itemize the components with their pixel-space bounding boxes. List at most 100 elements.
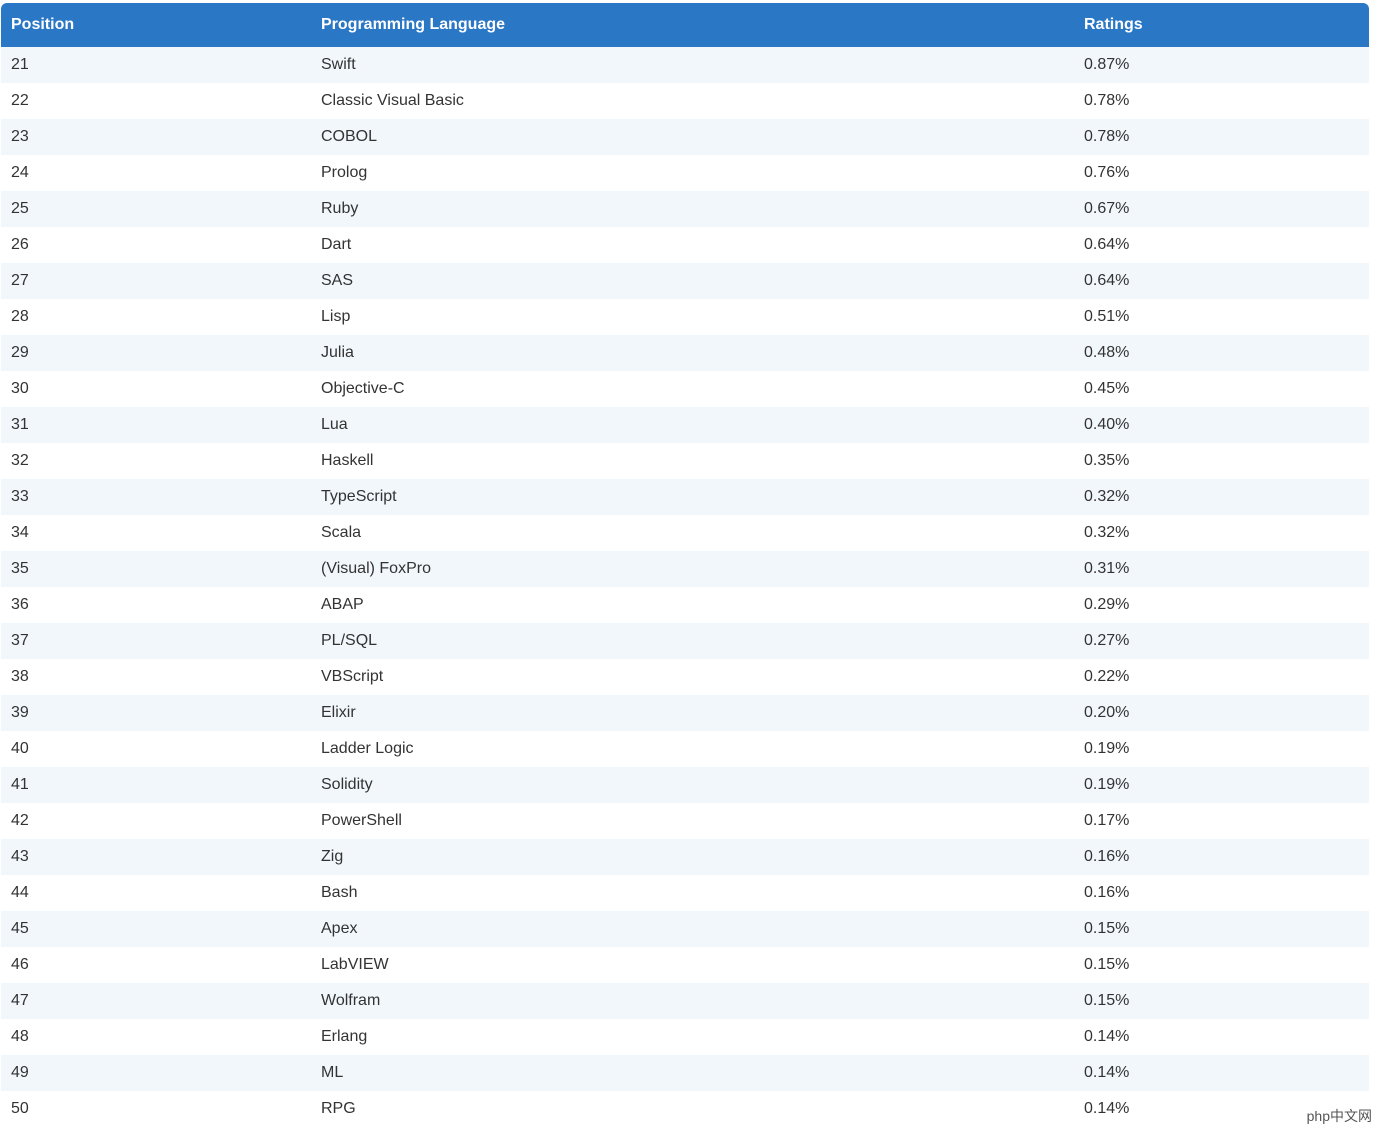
table-cell: 0.32% xyxy=(1074,479,1369,515)
table-cell: 25 xyxy=(1,191,311,227)
table-cell: 39 xyxy=(1,695,311,731)
table-row: 26 Dart 0.64% xyxy=(1,227,1369,263)
table-cell: 41 xyxy=(1,767,311,803)
table-row: 35 (Visual) FoxPro 0.31% xyxy=(1,551,1369,587)
table-row: 32 Haskell 0.35% xyxy=(1,443,1369,479)
table-cell: Julia xyxy=(311,335,1074,371)
table-cell: 22 xyxy=(11,92,29,109)
table-cell: 35 xyxy=(1,551,311,587)
table-cell: Elixir xyxy=(311,695,1074,731)
table-cell: TypeScript xyxy=(311,479,1074,515)
table-cell: 33 xyxy=(1,479,311,515)
table-cell: Erlang xyxy=(321,1028,368,1045)
table-cell: 43 xyxy=(1,839,311,875)
table-row: 29 Julia 0.48% xyxy=(1,335,1369,371)
table-cell: Prolog xyxy=(321,164,368,181)
table-cell: 40 xyxy=(11,740,29,757)
table-cell: 0.14% xyxy=(1074,1055,1369,1091)
table-cell: 0.78% xyxy=(1084,92,1130,109)
table-cell: 48 xyxy=(11,1028,29,1045)
table-cell: Lisp xyxy=(321,308,351,325)
table-cell: 27 xyxy=(1,263,311,299)
table-cell: 31 xyxy=(1,407,311,443)
table-cell: 0.19% xyxy=(1084,740,1130,757)
table-cell: 0.45% xyxy=(1084,380,1130,397)
table-row: 36 ABAP 0.29% xyxy=(1,587,1369,623)
table-cell: LabVIEW xyxy=(321,956,389,973)
table-cell: Swift xyxy=(311,47,1074,83)
table-cell: Lua xyxy=(311,407,1074,443)
table-cell: 0.22% xyxy=(1084,668,1130,685)
table-cell: Dart xyxy=(321,236,352,253)
table-row: 45 Apex 0.15% xyxy=(1,911,1369,947)
table-cell: 46 xyxy=(11,956,29,973)
table-cell: 0.14% xyxy=(1084,1028,1130,1045)
header-cell: Ratings xyxy=(1074,3,1369,47)
table-cell: 0.27% xyxy=(1074,623,1369,659)
table-cell: 37 xyxy=(1,623,311,659)
header-cell: Position xyxy=(1,3,311,47)
table-cell: 29 xyxy=(1,335,311,371)
table-cell: 21 xyxy=(1,47,311,83)
table-row: 38 VBScript 0.22% xyxy=(1,659,1369,695)
table-cell: 44 xyxy=(11,884,29,901)
table-cell: 0.20% xyxy=(1074,695,1369,731)
table-cell: Apex xyxy=(311,911,1074,947)
table-cell: Scala xyxy=(321,524,362,541)
table-row: 40 Ladder Logic 0.19% xyxy=(1,731,1369,767)
table-cell: COBOL xyxy=(311,119,1074,155)
table-cell: 0.19% xyxy=(1074,767,1369,803)
table-row: 27 SAS 0.64% xyxy=(1,263,1369,299)
table-cell: 38 xyxy=(11,668,29,685)
table-cell: Solidity xyxy=(311,767,1074,803)
table-cell: VBScript xyxy=(321,668,384,685)
table-cell: Objective-C xyxy=(321,380,405,397)
table-cell: 0.35% xyxy=(1084,452,1130,469)
table-row: 48 Erlang 0.14% xyxy=(1,1019,1369,1055)
table-row: 33 TypeScript 0.32% xyxy=(1,479,1369,515)
table-row: 28 Lisp 0.51% xyxy=(1,299,1369,335)
table-row: 25 Ruby 0.67% xyxy=(1,191,1369,227)
table-row: 34 Scala 0.32% xyxy=(1,515,1369,551)
watermark: php中文网 xyxy=(1306,1108,1372,1124)
table-row: 46 LabVIEW 0.15% xyxy=(1,947,1369,983)
table-cell: 0.15% xyxy=(1074,911,1369,947)
table-cell: Ladder Logic xyxy=(321,740,414,757)
table-cell: 0.32% xyxy=(1084,524,1130,541)
table-row: 23 COBOL 0.78% xyxy=(1,119,1369,155)
table-cell: 0.15% xyxy=(1084,956,1130,973)
table-cell: 0.64% xyxy=(1074,263,1369,299)
table-row: 42 PowerShell 0.17% xyxy=(1,803,1369,839)
table-cell: SAS xyxy=(311,263,1074,299)
table-cell: 0.40% xyxy=(1074,407,1369,443)
table-cell: (Visual) FoxPro xyxy=(311,551,1074,587)
table-cell: Haskell xyxy=(321,452,374,469)
table-cell: 0.29% xyxy=(1084,596,1130,613)
table-cell: 30 xyxy=(11,380,29,397)
table-cell: 0.16% xyxy=(1084,884,1130,901)
table-cell: RPG xyxy=(321,1100,356,1117)
table-cell: PL/SQL xyxy=(311,623,1074,659)
table-cell: Ruby xyxy=(311,191,1074,227)
table-cell: 28 xyxy=(11,308,29,325)
table-cell: 23 xyxy=(1,119,311,155)
table-cell: 0.67% xyxy=(1074,191,1369,227)
table-cell: 42 xyxy=(11,812,29,829)
table-cell: 32 xyxy=(11,452,29,469)
table-cell: 0.15% xyxy=(1074,983,1369,1019)
table-cell: 47 xyxy=(1,983,311,1019)
table-cell: 0.51% xyxy=(1084,308,1130,325)
table-row: 30 Objective-C 0.45% xyxy=(1,371,1369,407)
ranking-table: Position Programming Language Ratings 21… xyxy=(1,3,1369,1127)
table-row: 49 ML 0.14% xyxy=(1,1055,1369,1091)
table-row: 37 PL/SQL 0.27% xyxy=(1,623,1369,659)
table-cell: 0.78% xyxy=(1074,119,1369,155)
table-cell: 0.31% xyxy=(1074,551,1369,587)
table-cell: ML xyxy=(311,1055,1074,1091)
table-row: 39 Elixir 0.20% xyxy=(1,695,1369,731)
table-cell: 0.64% xyxy=(1084,236,1130,253)
table-cell: 24 xyxy=(11,164,29,181)
table-row: 44 Bash 0.16% xyxy=(1,875,1369,911)
header-row: Position Programming Language Ratings xyxy=(1,3,1369,47)
